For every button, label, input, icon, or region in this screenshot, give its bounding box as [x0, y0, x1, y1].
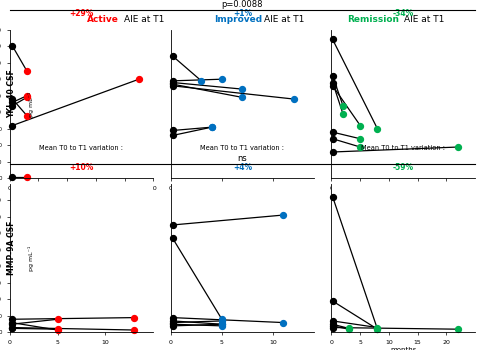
Point — [197, 78, 205, 84]
Point — [169, 318, 177, 324]
Point — [356, 136, 364, 141]
Point — [169, 53, 177, 59]
Point — [329, 37, 336, 42]
Point — [218, 321, 226, 327]
Point — [169, 222, 177, 228]
Text: +10%: +10% — [69, 163, 94, 172]
Point — [23, 113, 31, 118]
Text: Remission: Remission — [347, 15, 399, 24]
Point — [9, 43, 16, 49]
Text: Mean T0 to T1 variation :: Mean T0 to T1 variation : — [361, 145, 445, 151]
Point — [280, 320, 288, 326]
Text: YKL-40 CSF: YKL-40 CSF — [8, 69, 16, 118]
Point — [8, 321, 15, 327]
Point — [356, 144, 364, 150]
Point — [373, 327, 381, 332]
Point — [169, 78, 177, 84]
Point — [329, 325, 336, 330]
X-axis label: months: months — [390, 193, 417, 198]
Text: p=0.0088: p=0.0088 — [222, 0, 263, 8]
Text: -34%: -34% — [393, 9, 414, 18]
Point — [8, 326, 15, 331]
Point — [9, 99, 16, 105]
Point — [339, 111, 347, 117]
Point — [329, 73, 336, 79]
Text: +29%: +29% — [69, 9, 94, 18]
Text: AIE at T1: AIE at T1 — [404, 15, 444, 24]
Point — [169, 320, 177, 326]
Point — [9, 96, 16, 102]
Point — [135, 76, 143, 82]
Point — [23, 94, 31, 100]
Point — [169, 80, 177, 85]
Point — [8, 325, 15, 330]
Point — [130, 327, 138, 333]
Point — [169, 321, 177, 327]
Point — [218, 76, 226, 82]
Text: pg mL⁻¹: pg mL⁻¹ — [28, 91, 34, 117]
Point — [9, 174, 16, 180]
Text: pg mL⁻¹: pg mL⁻¹ — [28, 245, 34, 271]
Text: +1%: +1% — [233, 9, 252, 18]
Point — [54, 327, 61, 333]
Point — [329, 80, 336, 85]
Point — [280, 212, 288, 218]
Text: Mean T0 to T1 variation :: Mean T0 to T1 variation : — [200, 145, 284, 151]
Point — [345, 326, 353, 331]
Point — [218, 323, 226, 329]
Point — [329, 149, 336, 155]
Point — [23, 174, 31, 180]
Point — [9, 123, 16, 128]
Point — [329, 83, 336, 89]
Point — [329, 298, 336, 304]
Text: ns: ns — [238, 154, 247, 163]
Point — [169, 133, 177, 138]
Text: AIE at T1: AIE at T1 — [264, 15, 304, 24]
Point — [329, 194, 336, 199]
Point — [345, 327, 353, 332]
Point — [23, 93, 31, 99]
Point — [329, 130, 336, 135]
Text: -59%: -59% — [393, 163, 414, 172]
Point — [54, 327, 61, 332]
Point — [218, 321, 226, 327]
Point — [169, 315, 177, 320]
Point — [454, 327, 462, 332]
X-axis label: months: months — [390, 346, 417, 350]
Point — [329, 321, 336, 327]
Point — [454, 144, 462, 150]
Point — [373, 327, 381, 332]
Point — [329, 318, 336, 324]
Point — [9, 103, 16, 108]
Text: MMP-9A CSF: MMP-9A CSF — [8, 220, 16, 275]
Text: AIE at T1: AIE at T1 — [124, 15, 165, 24]
Point — [208, 124, 216, 130]
Point — [23, 68, 31, 74]
Point — [169, 83, 177, 89]
Point — [8, 316, 15, 322]
Point — [356, 123, 364, 128]
Text: +4%: +4% — [233, 163, 252, 172]
Point — [169, 236, 177, 241]
Text: Active: Active — [87, 15, 119, 24]
Text: Mean T0 to T1 variation :: Mean T0 to T1 variation : — [39, 145, 123, 151]
Text: Improved: Improved — [214, 15, 262, 24]
Point — [208, 124, 216, 130]
Point — [373, 325, 381, 330]
Point — [329, 323, 336, 329]
Point — [169, 128, 177, 133]
Point — [169, 81, 177, 87]
Point — [130, 315, 138, 320]
Point — [218, 318, 226, 324]
Point — [290, 96, 298, 102]
Point — [8, 320, 15, 326]
Point — [373, 126, 381, 132]
Point — [218, 316, 226, 322]
Point — [239, 86, 246, 92]
Point — [339, 103, 347, 108]
Point — [239, 94, 246, 100]
Point — [329, 136, 336, 141]
Point — [54, 316, 61, 322]
Point — [169, 323, 177, 329]
